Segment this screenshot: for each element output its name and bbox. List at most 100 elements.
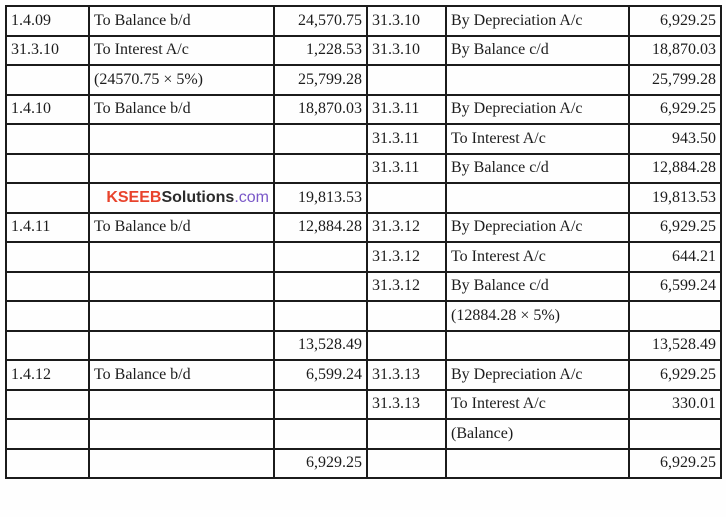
debit-particulars-cell bbox=[88, 270, 275, 302]
debit-amount-cell: 6,599.24 bbox=[273, 359, 368, 391]
credit-particulars-cell bbox=[445, 447, 630, 479]
debit-amount-cell: 13,528.49 bbox=[273, 329, 368, 361]
debit-particulars-cell: (24570.75 × 5%) bbox=[88, 64, 275, 96]
ledger-row: 1.4.09 To Balance b/d 24,570.75 31.3.10 By D… bbox=[5, 5, 722, 37]
credit-particulars-cell: To Interest A/c bbox=[445, 123, 630, 155]
credit-particulars-cell: By Balance c/d bbox=[445, 34, 630, 66]
debit-date-cell bbox=[5, 123, 90, 155]
credit-amount-cell: 6,929.25 bbox=[628, 93, 722, 125]
ledger-row: 13,528.49 13,528.49 bbox=[5, 329, 722, 361]
credit-date-cell: 31.3.13 bbox=[366, 359, 447, 391]
debit-particulars-cell bbox=[88, 152, 275, 184]
debit-amount-cell bbox=[273, 241, 368, 273]
credit-amount-cell: 13,528.49 bbox=[628, 329, 722, 361]
credit-amount-cell: 6,929.25 bbox=[628, 359, 722, 391]
ledger-row: 31.3.12 By Balance c/d 6,599.24 bbox=[5, 270, 722, 302]
credit-particulars-cell: By Balance c/d bbox=[445, 270, 630, 302]
credit-date-cell bbox=[366, 64, 447, 96]
credit-date-cell: 31.3.11 bbox=[366, 123, 447, 155]
credit-amount-cell bbox=[628, 418, 722, 450]
ledger-row: 31.3.10 To Interest A/c 1,228.53 31.3.10 By … bbox=[5, 34, 722, 66]
credit-particulars-cell bbox=[445, 329, 630, 361]
credit-date-cell: 31.3.12 bbox=[366, 211, 447, 243]
credit-date-cell bbox=[366, 300, 447, 332]
debit-date-cell bbox=[5, 300, 90, 332]
debit-date-cell: 1.4.12 bbox=[5, 359, 90, 391]
credit-particulars-cell: By Depreciation A/c bbox=[445, 359, 630, 391]
credit-amount-cell: 644.21 bbox=[628, 241, 722, 273]
ledger-row: 31.3.11 To Interest A/c 943.50 bbox=[5, 123, 722, 155]
credit-date-cell: 31.3.12 bbox=[366, 270, 447, 302]
credit-particulars-cell bbox=[445, 64, 630, 96]
credit-amount-cell: 6,929.25 bbox=[628, 5, 722, 37]
credit-date-cell: 31.3.12 bbox=[366, 241, 447, 273]
debit-amount-cell: 12,884.28 bbox=[273, 211, 368, 243]
debit-date-cell bbox=[5, 241, 90, 273]
loan-account-ledger-table: 1.4.09 To Balance b/d 24,570.75 31.3.10 By D… bbox=[5, 5, 722, 479]
debit-particulars-cell bbox=[88, 123, 275, 155]
credit-particulars-cell: (Balance) bbox=[445, 418, 630, 450]
credit-date-cell: 31.3.11 bbox=[366, 93, 447, 125]
ledger-row: 1.4.11 To Balance b/d 12,884.28 31.3.12 By D… bbox=[5, 211, 722, 243]
ledger-row: (12884.28 × 5%) bbox=[5, 300, 722, 332]
ledger-row: 1.4.10 To Balance b/d 18,870.03 31.3.11 By D… bbox=[5, 93, 722, 125]
debit-amount-cell bbox=[273, 270, 368, 302]
credit-date-cell bbox=[366, 418, 447, 450]
credit-amount-cell: 18,870.03 bbox=[628, 34, 722, 66]
kseeb-solutions-watermark: KSEEBSolutions.com bbox=[88, 182, 275, 214]
debit-particulars-cell: To Balance b/d bbox=[88, 5, 275, 37]
debit-particulars-cell bbox=[88, 241, 275, 273]
debit-particulars-cell: To Interest A/c bbox=[88, 34, 275, 66]
debit-date-cell: 1.4.09 bbox=[5, 5, 90, 37]
debit-date-cell bbox=[5, 64, 90, 96]
debit-particulars-cell: To Balance b/d bbox=[88, 93, 275, 125]
debit-date-cell bbox=[5, 152, 90, 184]
debit-date-cell bbox=[5, 270, 90, 302]
credit-amount-cell: 6,929.25 bbox=[628, 211, 722, 243]
debit-amount-cell: 18,870.03 bbox=[273, 93, 368, 125]
credit-date-cell: 31.3.11 bbox=[366, 152, 447, 184]
debit-particulars-cell bbox=[88, 300, 275, 332]
credit-amount-cell: 330.01 bbox=[628, 388, 722, 420]
credit-particulars-cell: By Depreciation A/c bbox=[445, 211, 630, 243]
credit-particulars-cell: By Depreciation A/c bbox=[445, 93, 630, 125]
credit-amount-cell bbox=[628, 300, 722, 332]
credit-amount-cell: 6,929.25 bbox=[628, 447, 722, 479]
debit-amount-cell bbox=[273, 152, 368, 184]
debit-amount-cell: 6,929.25 bbox=[273, 447, 368, 479]
credit-particulars-cell bbox=[445, 182, 630, 214]
credit-particulars-cell: By Depreciation A/c bbox=[445, 5, 630, 37]
debit-amount-cell: 1,228.53 bbox=[273, 34, 368, 66]
debit-date-cell bbox=[5, 447, 90, 479]
debit-particulars-cell bbox=[88, 388, 275, 420]
debit-date-cell bbox=[5, 329, 90, 361]
credit-amount-cell: 6,599.24 bbox=[628, 270, 722, 302]
debit-date-cell bbox=[5, 388, 90, 420]
debit-date-cell: 1.4.11 bbox=[5, 211, 90, 243]
ledger-row: 1.4.12 To Balance b/d 6,599.24 31.3.13 By De… bbox=[5, 359, 722, 391]
credit-particulars-cell: By Balance c/d bbox=[445, 152, 630, 184]
kseeb-solutions-watermark-part: KSEEB bbox=[106, 188, 162, 206]
debit-particulars-cell bbox=[88, 447, 275, 479]
debit-date-cell: 31.3.10 bbox=[5, 34, 90, 66]
kseeb-solutions-watermark-part: .com bbox=[234, 188, 269, 206]
debit-date-cell bbox=[5, 182, 90, 214]
credit-date-cell: 31.3.10 bbox=[366, 5, 447, 37]
debit-amount-cell bbox=[273, 300, 368, 332]
ledger-row: 31.3.12 To Interest A/c 644.21 bbox=[5, 241, 722, 273]
credit-date-cell bbox=[366, 182, 447, 214]
ledger-table-body: 1.4.09 To Balance b/d 24,570.75 31.3.10 By D… bbox=[5, 5, 722, 479]
credit-date-cell bbox=[366, 447, 447, 479]
debit-date-cell bbox=[5, 418, 90, 450]
ledger-row: 6,929.25 6,929.25 bbox=[5, 447, 722, 479]
credit-particulars-cell: To Interest A/c bbox=[445, 241, 630, 273]
debit-particulars-cell: To Balance b/d bbox=[88, 211, 275, 243]
credit-particulars-cell: (12884.28 × 5%) bbox=[445, 300, 630, 332]
kseeb-solutions-watermark-part: Solutions bbox=[161, 188, 235, 206]
debit-amount-cell bbox=[273, 388, 368, 420]
ledger-row: (24570.75 × 5%) 25,799.28 25,799.28 bbox=[5, 64, 722, 96]
credit-amount-cell: 12,884.28 bbox=[628, 152, 722, 184]
debit-amount-cell bbox=[273, 418, 368, 450]
debit-particulars-cell bbox=[88, 329, 275, 361]
